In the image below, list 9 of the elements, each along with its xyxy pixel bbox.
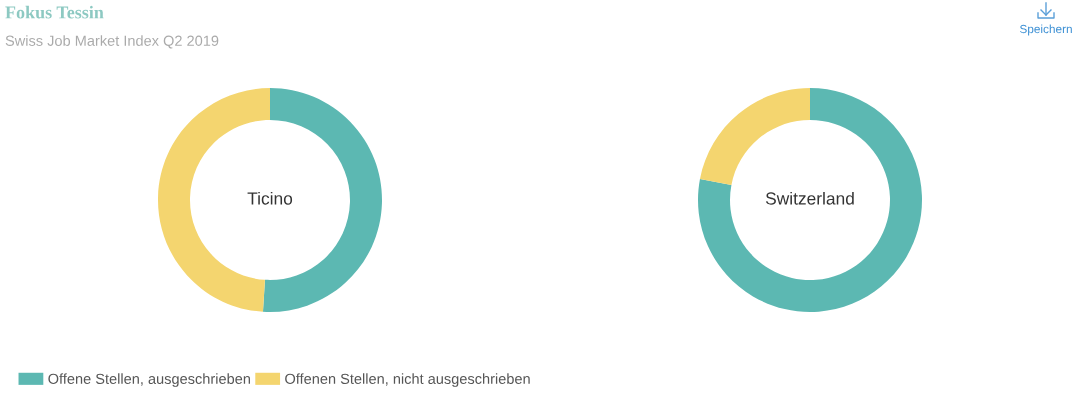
text: Ticino [247,191,293,205]
donut-slice [698,88,922,312]
chart-title: Fokus Tessin [5,5,104,19]
legend-label: Offenen Stellen, nicht ausgeschrieben [285,373,530,387]
text: Speichern [1019,24,1072,36]
text: Switzerland [765,191,854,205]
donut-slice [699,88,810,186]
chart-subtitle: Swiss Job Market Index Q2 2019 [5,35,219,49]
legend-label: Offene Stellen, ausgeschrieben [48,373,250,387]
